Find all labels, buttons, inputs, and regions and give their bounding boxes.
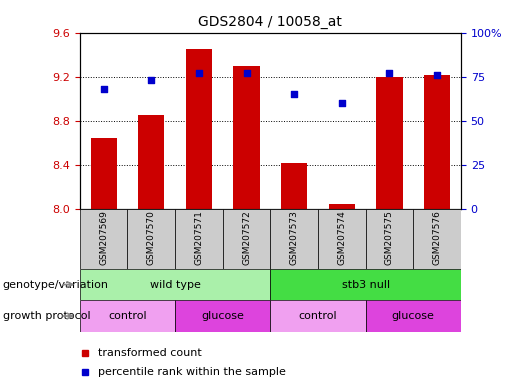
Bar [329,204,355,209]
Text: glucose: glucose [392,311,435,321]
Text: GSM207576: GSM207576 [433,210,441,265]
Text: GSM207574: GSM207574 [337,210,346,265]
Bar [80,300,175,332]
Bar [270,269,461,300]
Point [243,70,251,76]
Bar [424,74,450,209]
Point [195,70,203,76]
Text: wild type: wild type [150,280,200,290]
Bar [128,209,175,269]
Text: percentile rank within the sample: percentile rank within the sample [98,367,286,377]
Point [385,70,393,76]
Text: GSM207572: GSM207572 [242,210,251,265]
Text: stb3 null: stb3 null [341,280,390,290]
Bar [281,163,307,209]
Point [147,77,156,83]
Bar [80,269,270,300]
Bar [91,137,117,209]
Bar [186,49,212,209]
Text: control: control [299,311,337,321]
Text: GSM207570: GSM207570 [147,210,156,265]
Bar [318,209,366,269]
Bar [270,209,318,269]
Bar [376,77,403,209]
Bar [80,209,128,269]
Point [99,86,108,92]
Bar [138,116,164,209]
Bar [222,209,270,269]
Bar [366,209,413,269]
Bar [233,66,260,209]
Bar [413,209,461,269]
Bar [366,300,461,332]
Text: GSM207575: GSM207575 [385,210,394,265]
Text: control: control [108,311,147,321]
Text: growth protocol: growth protocol [3,311,90,321]
Text: GSM207571: GSM207571 [195,210,203,265]
Point [433,72,441,78]
Text: glucose: glucose [201,311,244,321]
Bar [270,300,366,332]
Bar [175,209,222,269]
Text: transformed count: transformed count [98,348,201,358]
Bar [175,300,270,332]
Title: GDS2804 / 10058_at: GDS2804 / 10058_at [198,15,342,29]
Text: GSM207569: GSM207569 [99,210,108,265]
Point [338,100,346,106]
Point [290,91,298,98]
Text: GSM207573: GSM207573 [290,210,299,265]
Text: genotype/variation: genotype/variation [3,280,109,290]
